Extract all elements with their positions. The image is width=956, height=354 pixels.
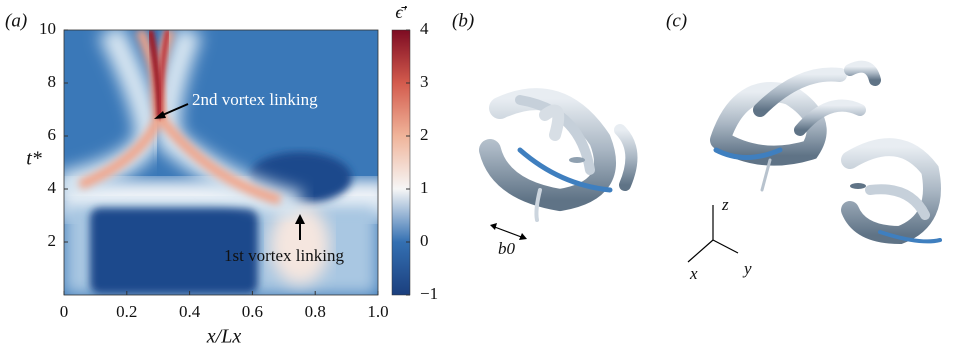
x-tick-label: 0 bbox=[60, 302, 69, 321]
colorbar-tick-label: 4 bbox=[420, 19, 429, 38]
colorbar-tick-label: 0 bbox=[420, 231, 429, 250]
x-axis-label: x/Lx bbox=[206, 326, 242, 348]
coordinate-axes bbox=[688, 205, 738, 262]
y-tick-label: 4 bbox=[48, 178, 57, 197]
vortex-render-b bbox=[490, 99, 631, 240]
axis-label: x bbox=[689, 264, 698, 283]
y-tick-label: 8 bbox=[48, 72, 57, 91]
annotation: 1st vortex linking bbox=[224, 246, 344, 265]
x-tick-label: 0.2 bbox=[116, 302, 137, 321]
panel-label: (c) bbox=[666, 10, 687, 31]
panel-label: (a) bbox=[5, 10, 27, 31]
figure: 2nd vortex linking 1st vortex linking (a… bbox=[0, 0, 956, 354]
axis-label: y bbox=[742, 259, 752, 278]
y-tick-label: 2 bbox=[48, 231, 57, 250]
annotation: 2nd vortex linking bbox=[192, 90, 318, 109]
y-axis-label: t* bbox=[26, 148, 42, 170]
x-tick-label: 1.0 bbox=[367, 302, 388, 321]
y-tick-label: 6 bbox=[48, 125, 57, 144]
x-tick-label: 0.6 bbox=[242, 302, 263, 321]
colorbar bbox=[392, 30, 410, 295]
x-tick-label: 0.4 bbox=[179, 302, 201, 321]
vortex-render-c bbox=[716, 67, 940, 242]
colorbar-label: ϵ̄′ bbox=[395, 2, 407, 22]
panel-label: (b) bbox=[452, 10, 474, 31]
colorbar-tick-label: 3 bbox=[420, 72, 429, 91]
colorbar-tick-label: 1 bbox=[420, 178, 429, 197]
colorbar-tick-label: 2 bbox=[420, 125, 429, 144]
colorbar-tick-label: −1 bbox=[420, 284, 438, 303]
y-tick-label: 10 bbox=[39, 19, 56, 38]
x-tick-label: 0.8 bbox=[305, 302, 326, 321]
axis-label: z bbox=[721, 195, 729, 214]
scale-label: b0 bbox=[498, 239, 516, 258]
